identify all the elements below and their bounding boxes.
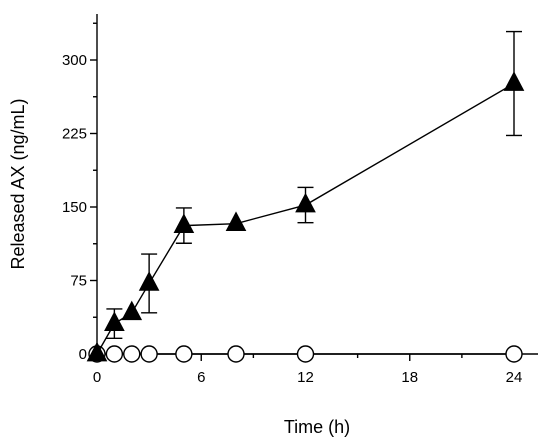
- x-tick-label: 18: [401, 369, 418, 386]
- series-layer: [86, 30, 525, 363]
- axes: [96, 14, 538, 355]
- x-tick-label: 6: [197, 369, 205, 386]
- series-0: [86, 30, 525, 362]
- y-tick-label: 75: [70, 273, 87, 290]
- series-1: [88, 345, 523, 363]
- y-ticks: 0 75 150 225 300: [62, 22, 97, 363]
- data-point-circle: [227, 345, 245, 363]
- data-point-triangle: [173, 213, 195, 233]
- data-point-circle: [105, 345, 124, 363]
- data-point-circle: [123, 345, 141, 363]
- data-point-triangle: [225, 211, 247, 231]
- data-point-circle: [505, 345, 523, 363]
- data-point-circle: [175, 345, 193, 363]
- x-tick-label: 0: [93, 369, 101, 386]
- x-axis-title: Time (h): [284, 417, 350, 437]
- x-tick-label: 12: [297, 369, 314, 386]
- y-axis-title: Released AX (ng/mL): [8, 98, 28, 269]
- data-point-circle: [296, 345, 315, 363]
- data-point-triangle: [121, 300, 143, 321]
- x-tick-label: 24: [506, 369, 523, 386]
- data-point-triangle: [104, 311, 125, 331]
- data-point-triangle: [295, 192, 316, 213]
- y-tick-label: 150: [62, 199, 87, 216]
- y-tick-label: 300: [62, 52, 87, 69]
- data-point-triangle: [138, 271, 160, 291]
- data-point-triangle: [86, 341, 108, 362]
- data-point-circle: [140, 345, 158, 363]
- y-tick-label: 0: [79, 346, 87, 363]
- data-point-triangle: [503, 71, 525, 91]
- y-tick-label: 225: [62, 126, 87, 143]
